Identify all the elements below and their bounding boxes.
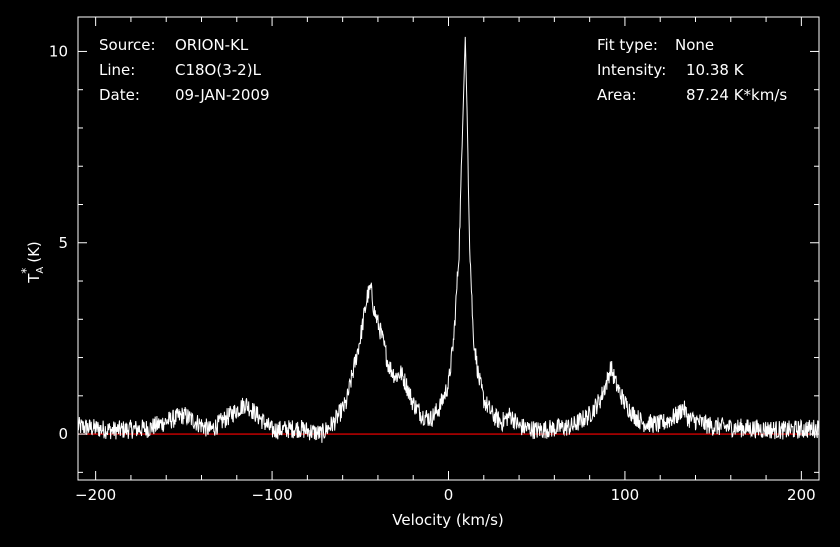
info-right: Fit type: None Intensity: 10.38 K Area: … [597,36,787,104]
info-fit-type-value: None [675,36,714,54]
x-tick-label: 0 [444,486,454,504]
info-date-key: Date: [99,86,140,104]
y-axis-label-main: T [25,273,43,284]
info-source-value: ORION-KL [175,36,249,54]
x-tick-label: 200 [787,486,816,504]
y-axis-label-sub: A [35,267,46,274]
x-tick-label: −100 [251,486,292,504]
info-left: Source: ORION-KL Line: C18O(3-2)L Date: … [99,36,270,104]
info-intensity-key: Intensity: [597,61,666,79]
y-tick-label: 0 [58,425,68,443]
info-area-value: 87.24 K*km/s [686,86,787,104]
y-axis-ticks: 0 5 10 [49,42,819,473]
spectrum-line [77,36,820,443]
info-intensity-value: 10.38 K [686,61,745,79]
x-axis-label: Velocity (km/s) [392,511,503,529]
info-fit-type-key: Fit type: [597,36,658,54]
x-tick-label: 100 [611,486,640,504]
info-line-value: C18O(3-2)L [175,61,262,79]
y-tick-label: 10 [49,42,68,60]
y-axis-label: TA* (K) [19,241,46,284]
info-date-value: 09-JAN-2009 [175,86,270,104]
y-axis-label-sup: * [19,268,33,274]
info-source-key: Source: [99,36,156,54]
y-tick-label: 5 [58,234,68,252]
x-axis-ticks: −200 −100 0 100 200 [75,17,816,504]
y-axis-label-unit: (K) [25,241,43,263]
info-line-key: Line: [99,61,135,79]
svg-text:TA*(K): TA* (K) [19,241,46,284]
info-area-key: Area: [597,86,637,104]
x-tick-label: −200 [75,486,116,504]
